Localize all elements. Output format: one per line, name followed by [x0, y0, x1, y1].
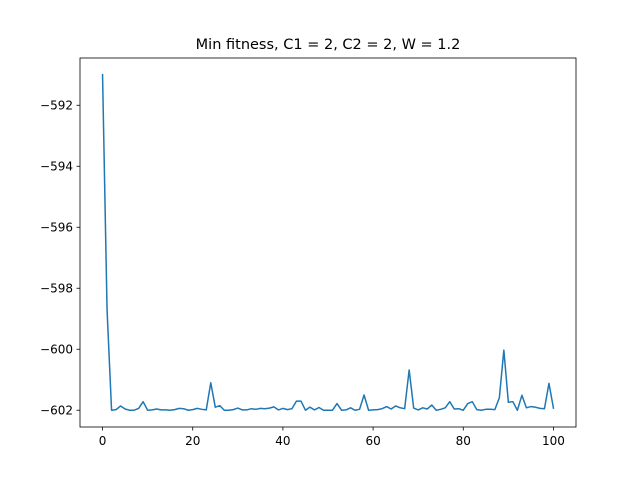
series-line-0 [101, 74, 555, 411]
x-tick-label: 80 [456, 434, 471, 448]
x-tick-label: 40 [275, 434, 290, 448]
x-tick-label: 20 [185, 434, 200, 448]
y-tick-label: −594 [40, 160, 73, 174]
chart-title: Min fitness, C1 = 2, C2 = 2, W = 1.2 [196, 37, 461, 53]
y-tick-label: −602 [40, 404, 73, 418]
x-tick-label: 60 [365, 434, 380, 448]
y-tick-label: −598 [40, 282, 73, 296]
y-tick-label: −600 [40, 343, 73, 357]
y-tick-label: −596 [40, 221, 73, 235]
y-tick-label: −592 [40, 99, 73, 113]
x-tick-label: 0 [99, 434, 107, 448]
plot-area: 0 20 40 60 80 100 −592 −594 −596 −598 −600 −602 [40, 57, 577, 448]
axes-frame [79, 57, 577, 428]
x-tick-label: 100 [542, 434, 565, 448]
